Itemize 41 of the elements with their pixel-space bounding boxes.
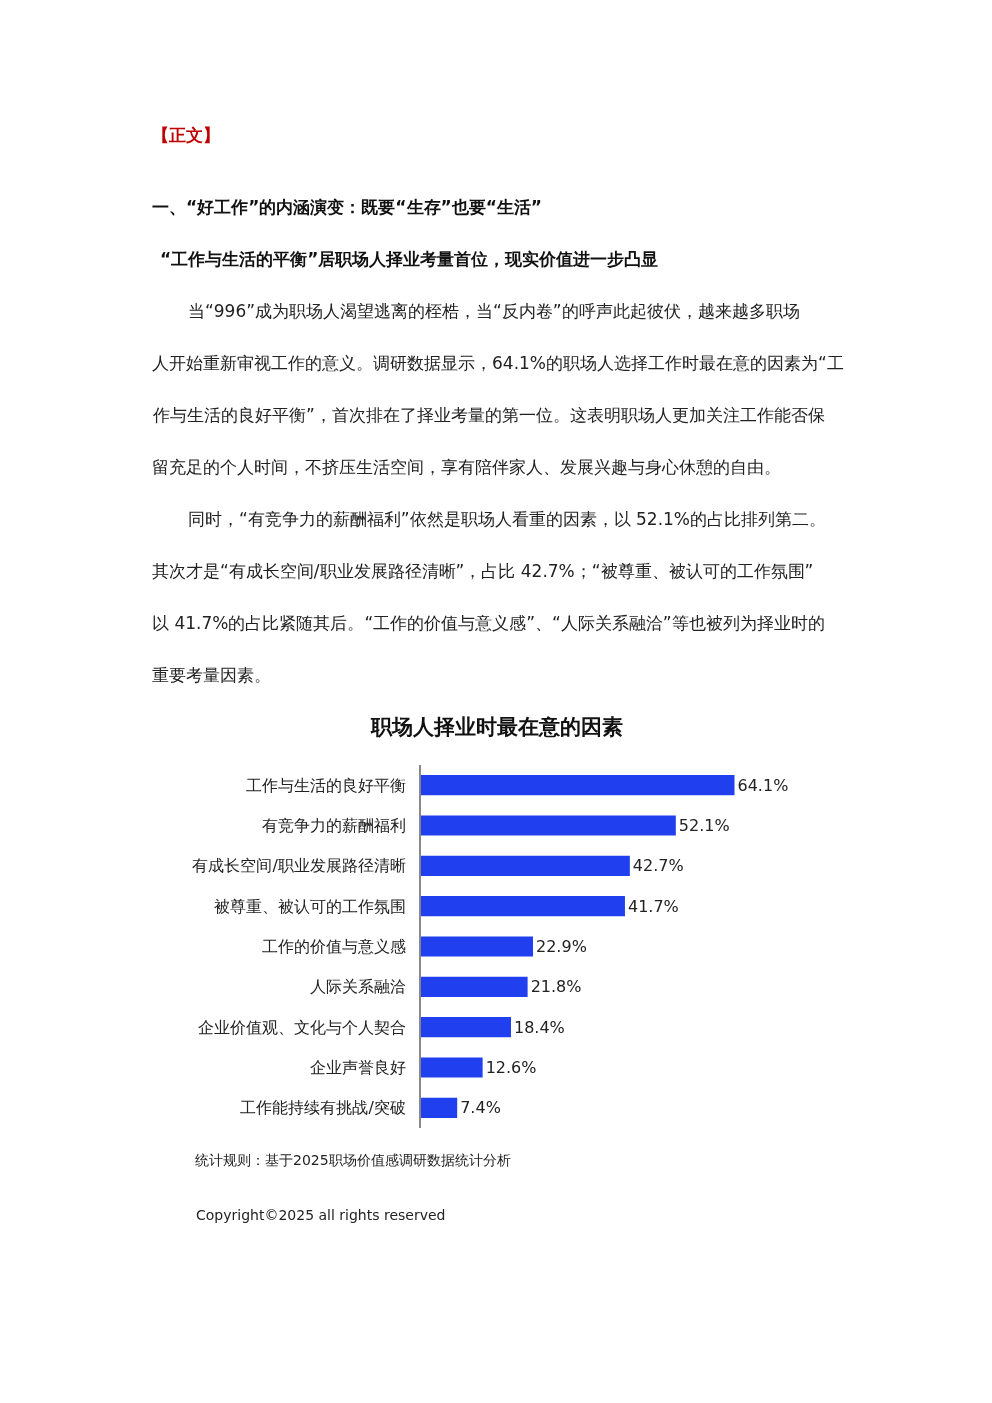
y-tick-label: 工作与生活的良好平衡 — [245, 775, 406, 795]
y-tick-label: 企业声誉良好 — [309, 1058, 406, 1078]
data-label: 21.8% — [530, 977, 582, 997]
text: Copyright©2025 all rights reserved — [196, 1207, 446, 1223]
y-tick-label: 人际关系融洽 — [309, 977, 406, 997]
data-label: 18.4% — [513, 1017, 565, 1037]
bar — [421, 896, 625, 917]
bar — [421, 855, 630, 876]
text: 【正文】 — [152, 125, 220, 145]
bar — [421, 1017, 511, 1038]
bar — [421, 815, 676, 836]
y-tick-label: 企业价值观、文化与个人契合 — [197, 1017, 406, 1037]
text: 作与生活的良好平衡”，首次排在了择业考量的第一位。这表明职场人更加关注工作能否保 — [152, 405, 825, 425]
y-tick-label: 有竞争力的薪酬福利 — [261, 816, 406, 836]
text: 其次才是“有成长空间/职业发展路径清晰”，占比 42.7%；“被尊重、被认可的工作氛围” — [152, 561, 814, 581]
text: 以 41.7%的占比紧随其后。“工作的价值与意义感”、“人际关系融洽”等也被列为择业时的 — [152, 613, 825, 633]
y-tick-label: 工作能持续有挑战/突破 — [240, 1098, 406, 1118]
bar — [421, 936, 533, 957]
data-label: 22.9% — [536, 937, 587, 956]
y-tick-label: 被尊重、被认可的工作氛围 — [213, 896, 406, 916]
data-label: 7.4% — [460, 1098, 501, 1118]
y-tick-label: 有成长空间/职业发展路径清晰 — [192, 856, 406, 876]
y-tick-label: 工作的价值与意义感 — [261, 937, 406, 957]
data-label: 64.1% — [737, 775, 789, 795]
text: 同时，“有竞争力的薪酬福利”依然是职场人看重的因素，以 52.1%的占比排列第二。 — [188, 509, 827, 529]
bar — [421, 1097, 458, 1118]
text: 留充足的个人时间，不挤压生活空间，享有陪伴家人、发展兴趣与身心休憩的自由。 — [152, 457, 781, 477]
text: “工作与生活的平衡”居职场人择业考量首位，现实价值进一步凸显 — [160, 249, 659, 269]
bar — [421, 1057, 483, 1078]
text: 当“996”成为职场人渴望逃离的桎梏，当“反内卷”的呼声此起彼伏，越来越多职场 — [188, 301, 800, 321]
data-label: 52.1% — [678, 816, 730, 835]
text: 一、“好工作”的内涵演变：既要“生存”也要“生活” — [152, 197, 543, 217]
data-label: 41.7% — [627, 896, 679, 916]
data-label: 12.6% — [485, 1058, 537, 1077]
bar — [421, 775, 735, 796]
chart-title: 职场人择业时最在意的因素 — [370, 715, 623, 739]
text: 重要考量因素。 — [152, 665, 271, 685]
bar — [421, 976, 528, 997]
text: 人开始重新审视工作的意义。调研数据显示，64.1%的职场人选择工作时最在意的因素为“工 — [152, 353, 844, 373]
data-label: 42.7% — [632, 856, 684, 876]
text: 统计规则：基于2025职场价值感调研数据统计分析 — [195, 1152, 511, 1168]
